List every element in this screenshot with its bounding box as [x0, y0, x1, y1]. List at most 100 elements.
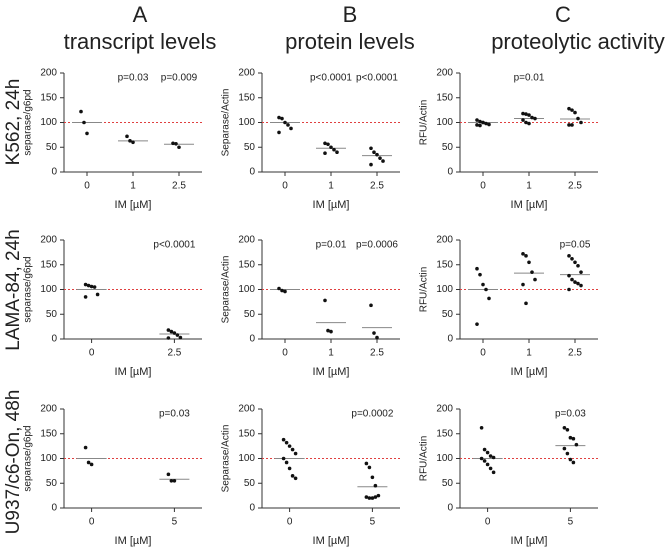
y-tick-label: 200 [238, 68, 255, 79]
y-tick-label: 0 [249, 334, 255, 345]
data-point [83, 282, 88, 287]
row-label: U937/c6-On, 48h [3, 390, 24, 535]
y-tick-label: 200 [238, 235, 255, 246]
data-point [370, 475, 375, 480]
data-point [125, 134, 129, 139]
data-point [484, 287, 488, 292]
y-tick-label: 150 [40, 428, 57, 439]
data-point [169, 478, 174, 483]
data-point [323, 298, 327, 303]
y-tick-label: 50 [442, 309, 454, 320]
data-point [284, 460, 289, 465]
data-point [530, 115, 534, 120]
y-tick-label: 100 [238, 453, 255, 464]
column-letter: A [133, 2, 148, 27]
data-point [579, 270, 583, 274]
y-tick-label: 150 [436, 92, 453, 103]
data-point [177, 145, 181, 150]
y-tick-label: 0 [51, 334, 57, 345]
data-point [521, 118, 525, 122]
data-point [487, 296, 491, 301]
x-tick-label: 1 [328, 348, 334, 359]
data-point [95, 292, 100, 297]
data-point [527, 121, 531, 126]
y-tick-label: 150 [238, 259, 255, 270]
data-point [567, 106, 571, 111]
x-tick-label: 0 [282, 348, 288, 359]
y-tick-label: 100 [436, 284, 453, 295]
x-axis-label: IM [µM] [115, 199, 152, 211]
data-point [79, 109, 83, 114]
data-point [128, 139, 132, 143]
data-point [378, 156, 382, 160]
data-point [533, 116, 537, 121]
data-point [83, 445, 88, 450]
data-point [174, 141, 178, 146]
y-tick-label: 150 [238, 92, 255, 103]
y-tick-label: 100 [436, 453, 453, 464]
row-label: K562, 24h [3, 79, 24, 166]
data-point [576, 263, 580, 268]
column-letter: B [343, 2, 358, 27]
column-letter: C [555, 2, 571, 27]
x-tick-label: 2.5 [172, 181, 186, 192]
data-point [568, 435, 573, 440]
p-value: p=0.03 [555, 409, 586, 420]
x-tick-label: 0 [480, 181, 486, 192]
p-value: p=0.0002 [351, 409, 393, 420]
data-point [482, 447, 487, 452]
data-point [487, 122, 491, 127]
data-point [533, 277, 537, 282]
data-point [286, 123, 290, 127]
data-point [323, 151, 327, 155]
data-point [568, 457, 573, 462]
x-tick-label: 1 [130, 181, 136, 192]
x-tick-label: 1 [526, 181, 532, 192]
data-point [478, 119, 482, 124]
y-tick-label: 50 [46, 478, 58, 489]
data-point [375, 335, 379, 340]
data-point [171, 141, 175, 146]
data-point [565, 427, 570, 432]
x-tick-label: 2.5 [167, 348, 181, 359]
data-point [89, 284, 94, 289]
x-tick-label: 1 [526, 348, 532, 359]
data-point [570, 108, 574, 112]
x-tick-label: 0 [89, 348, 95, 359]
column-title: proteolytic activity [491, 29, 665, 54]
data-point [562, 446, 567, 451]
y-tick-label: 100 [40, 453, 57, 464]
x-tick-label: 0 [485, 517, 491, 528]
data-point [283, 289, 287, 294]
x-axis-label: IM [µM] [511, 535, 548, 547]
data-point [570, 123, 574, 127]
y-axis-label: separase/g6pd [23, 425, 34, 491]
y-tick-label: 200 [436, 235, 453, 246]
data-point [277, 130, 281, 135]
y-tick-label: 50 [244, 478, 256, 489]
x-tick-label: 1 [328, 181, 334, 192]
data-point [369, 162, 373, 167]
y-axis-label: RFU/Actin [419, 436, 430, 482]
data-point [567, 287, 571, 292]
data-point [283, 120, 287, 125]
data-point [280, 288, 284, 293]
data-point [485, 462, 490, 467]
y-tick-label: 0 [51, 167, 57, 178]
data-point [475, 123, 479, 127]
data-point [370, 496, 375, 500]
data-point [573, 110, 577, 115]
p-value: p=0.009 [161, 73, 198, 84]
y-tick-label: 50 [244, 142, 256, 153]
data-point [475, 266, 479, 271]
data-point [479, 456, 484, 461]
x-tick-label: 0 [84, 181, 90, 192]
data-point [565, 451, 570, 456]
data-point [484, 121, 488, 126]
data-point [166, 328, 171, 332]
data-point [293, 451, 298, 456]
data-point [364, 461, 369, 466]
data-point [284, 440, 289, 445]
data-point [367, 465, 372, 470]
